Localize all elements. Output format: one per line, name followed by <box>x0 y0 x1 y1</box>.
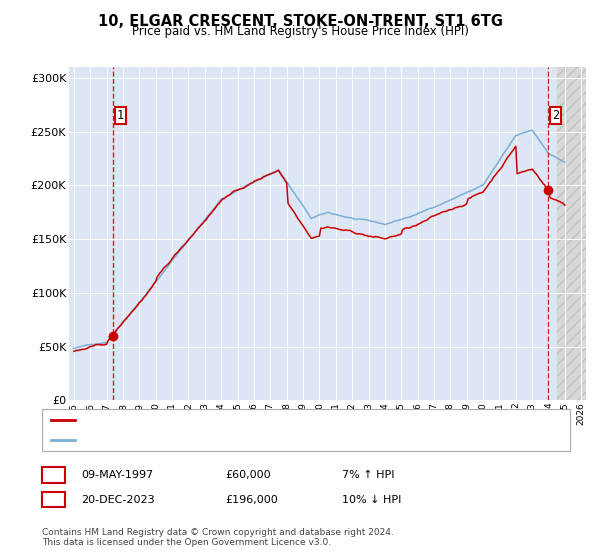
Text: 20-DEC-2023: 20-DEC-2023 <box>81 494 155 505</box>
Text: 2: 2 <box>552 109 559 122</box>
Bar <box>557 67 586 400</box>
Text: 2: 2 <box>50 493 57 506</box>
Text: 09-MAY-1997: 09-MAY-1997 <box>81 470 153 480</box>
Text: £60,000: £60,000 <box>225 470 271 480</box>
Text: HPI: Average price, detached house, Stoke-on-Trent: HPI: Average price, detached house, Stok… <box>81 435 349 445</box>
Bar <box>557 67 586 400</box>
Text: 10, ELGAR CRESCENT, STOKE-ON-TRENT, ST1 6TG (detached house): 10, ELGAR CRESCENT, STOKE-ON-TRENT, ST1 … <box>81 415 437 424</box>
Text: Price paid vs. HM Land Registry's House Price Index (HPI): Price paid vs. HM Land Registry's House … <box>131 25 469 38</box>
Text: 7% ↑ HPI: 7% ↑ HPI <box>342 470 395 480</box>
Text: £196,000: £196,000 <box>225 494 278 505</box>
Text: Contains HM Land Registry data © Crown copyright and database right 2024.
This d: Contains HM Land Registry data © Crown c… <box>42 528 394 547</box>
Text: 10% ↓ HPI: 10% ↓ HPI <box>342 494 401 505</box>
Text: 1: 1 <box>116 109 124 122</box>
Text: 10, ELGAR CRESCENT, STOKE-ON-TRENT, ST1 6TG: 10, ELGAR CRESCENT, STOKE-ON-TRENT, ST1 … <box>97 14 503 29</box>
Text: 1: 1 <box>50 468 57 482</box>
